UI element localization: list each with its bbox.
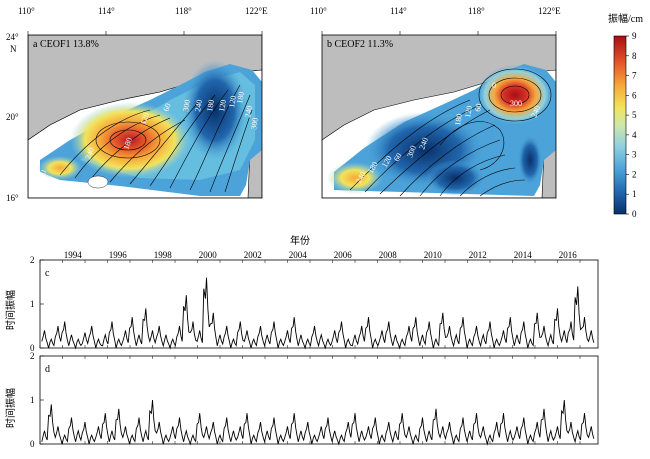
contour-label: 0 xyxy=(492,81,496,90)
y-tick-label: 2 xyxy=(30,351,35,361)
year-tick-label: 2010 xyxy=(424,250,443,260)
panel-label-d: d xyxy=(45,364,50,375)
lon-tick: 110° xyxy=(310,6,327,16)
contour-label: 60 xyxy=(392,152,404,163)
colorbar-scale xyxy=(613,35,627,215)
map-tick-marks xyxy=(27,31,557,35)
y-tick-label: 1 xyxy=(30,299,35,309)
y-tick-label: 2 xyxy=(30,255,35,265)
island xyxy=(87,175,109,189)
contour-label: 300 xyxy=(249,117,260,130)
map-panel-b: 0 300 240 60 120 180 240 300 60 120 180 … xyxy=(321,34,557,199)
colorbar-tick-label: 4 xyxy=(632,130,637,140)
contour-label: 240 xyxy=(529,104,542,118)
ylabel-d: 时间振幅 xyxy=(4,388,17,428)
contour-label: 180 xyxy=(453,113,464,126)
contour-label: 300 xyxy=(510,99,522,108)
anomaly-max xyxy=(477,65,553,125)
year-tick-label: 2006 xyxy=(334,250,353,260)
lon-tick: 118° xyxy=(175,6,192,16)
colorbar-tick-label: 6 xyxy=(632,90,637,100)
contour-label: 240 xyxy=(417,136,430,150)
map-axis-ticks: 110° 114° 118° 122°E 110° 114° 118° 122°… xyxy=(6,6,561,203)
contour-label: 180 xyxy=(235,91,246,104)
year-tick-label: 1998 xyxy=(154,250,173,260)
panel-label-b: b CEOF2 11.3% xyxy=(327,39,393,50)
plot-frame xyxy=(39,355,599,445)
colorbar-tick-label: 2 xyxy=(632,169,637,179)
year-axis: 年份 1994 1996 1998 2000 2002 2004 2006 2008 2010 2… xyxy=(64,234,578,260)
contour-label: 120 xyxy=(217,99,228,112)
contour-label: 120 xyxy=(227,95,238,108)
colorbar-title: 振幅/cm xyxy=(608,12,643,25)
contour-label: 120 xyxy=(463,105,474,118)
y-tick-label: 0 xyxy=(30,343,35,353)
year-tick-label: 2016 xyxy=(559,250,578,260)
contour-label: 240 xyxy=(83,146,96,160)
lon-tick: 122°E xyxy=(538,6,561,16)
lat-tick: 24° xyxy=(6,32,19,42)
contour-label: 180 xyxy=(121,136,134,150)
colorbar-tick-label: 7 xyxy=(632,71,637,81)
timeseries-panel-d: d 时间振幅 2 1 0 xyxy=(4,351,599,449)
plot-frame xyxy=(39,259,599,349)
colorbar-tick-label: 8 xyxy=(632,51,637,61)
year-tick-label: 2008 xyxy=(379,250,398,260)
year-tick-label: 2004 xyxy=(289,250,308,260)
contour-label: 300 xyxy=(181,99,192,112)
contour-label: 240 xyxy=(243,105,254,118)
colorbar-tick-label: 3 xyxy=(632,150,637,160)
year-tick-label: 2002 xyxy=(244,250,262,260)
year-tick-label: 1996 xyxy=(109,250,128,260)
colorbar-tick-label: 1 xyxy=(632,189,637,199)
y-tick-label: 0 xyxy=(30,439,35,449)
year-tick-label: 2014 xyxy=(514,250,533,260)
contour-lines xyxy=(349,68,552,197)
contour-lines xyxy=(59,84,253,193)
colorbar-tick-label: 9 xyxy=(632,31,637,41)
colorbar-tick-label: 5 xyxy=(632,110,637,120)
colorbar: 振幅/cm 9 8 7 6 5 4 3 2 1 0 xyxy=(608,12,643,219)
series-line-c xyxy=(41,277,595,350)
lon-tick: 110° xyxy=(18,6,35,16)
lon-tick: 122°E xyxy=(245,6,268,16)
contour-labels: 0 240 180 120 60 300 240 180 120 120 180… xyxy=(38,91,260,176)
year-tick-label: 2000 xyxy=(199,250,218,260)
contour-label: 120 xyxy=(138,111,151,125)
year-axis-title: 年份 xyxy=(290,234,310,247)
contour-label: 180 xyxy=(205,99,216,112)
lat-tick: 16° xyxy=(6,193,19,203)
ylabel-c: 时间振幅 xyxy=(4,290,17,330)
contour-label: 60 xyxy=(473,103,483,112)
lon-tick: 114° xyxy=(98,6,115,16)
y-tick-label: 1 xyxy=(30,395,35,405)
anomaly-max xyxy=(70,102,190,178)
map-frame xyxy=(321,34,557,199)
panel-label-c: c xyxy=(45,268,50,279)
map-panel-a: 0 240 180 120 60 300 240 180 120 120 180… xyxy=(27,34,263,199)
timeseries-panel-c: c 时间振幅 2 1 0 xyxy=(4,255,599,353)
lat-tick: 20° xyxy=(6,112,19,122)
contour-label: 240 xyxy=(193,99,204,112)
colorbar-tick-label: 0 xyxy=(632,209,637,219)
contour-label: 60 xyxy=(161,102,172,113)
contour-label: 300 xyxy=(405,144,418,158)
panel-label-a: a CEOF1 13.8% xyxy=(33,39,99,50)
year-tick-label: 1994 xyxy=(64,250,83,260)
map-frame xyxy=(27,34,263,199)
lon-tick: 118° xyxy=(468,6,485,16)
lon-tick: 114° xyxy=(390,6,407,16)
year-tick-label: 2012 xyxy=(469,250,487,260)
contour-label: 0 xyxy=(38,169,48,176)
lat-suffix: N xyxy=(10,44,17,54)
series-line-d xyxy=(41,399,595,446)
